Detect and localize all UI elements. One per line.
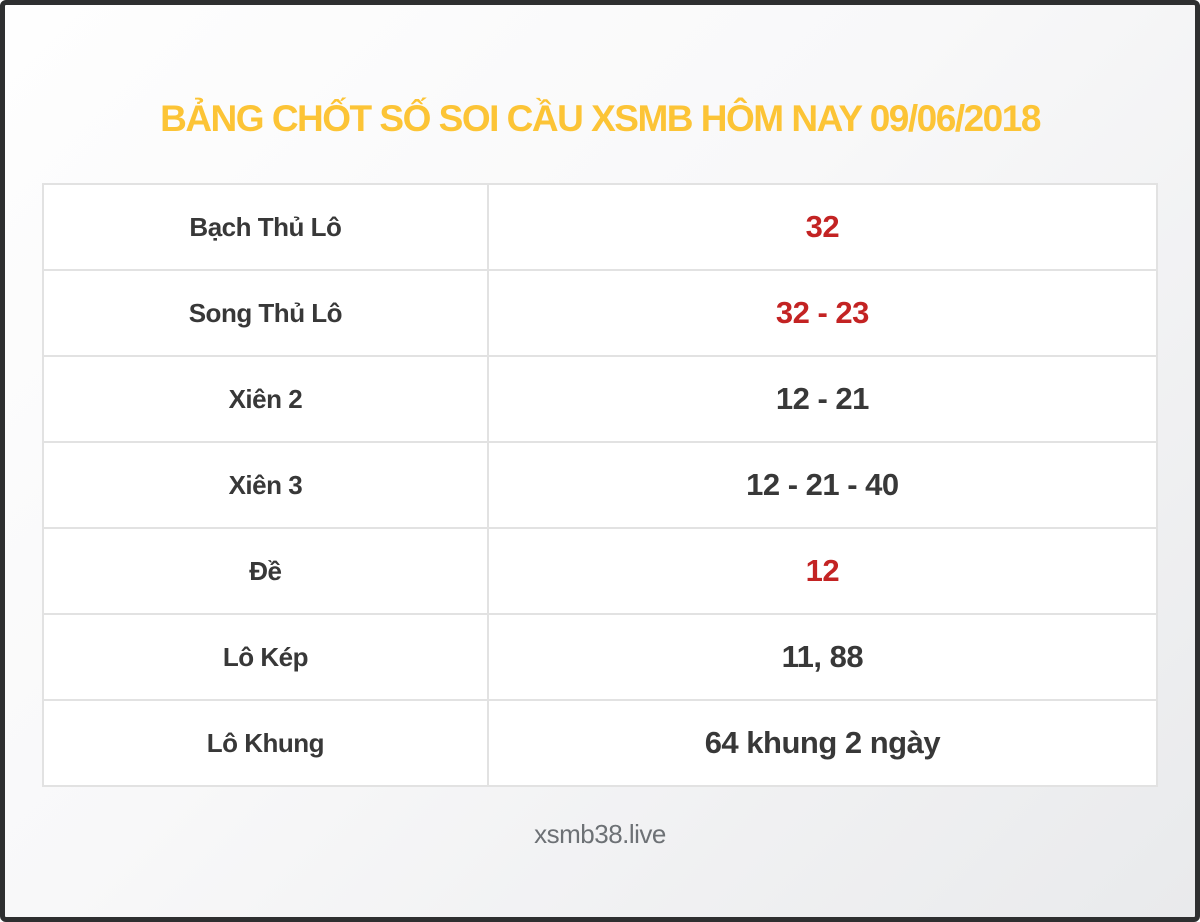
site-watermark: xsmb38.live: [534, 819, 666, 849]
row-value: 64 khung 2 ngày: [488, 701, 1156, 785]
page-title: BẢNG CHỐT SỐ SOI CẦU XSMB HÔM NAY 09/06/…: [160, 98, 1041, 139]
row-value: 12 - 21 - 40: [488, 443, 1156, 527]
table-row: Lô Khung 64 khung 2 ngày: [44, 701, 1156, 785]
row-value: 32: [488, 185, 1156, 269]
row-label: Xiên 3: [44, 443, 489, 527]
row-label: Bạch Thủ Lô: [44, 185, 489, 269]
table-row: Song Thủ Lô 32 - 23: [44, 271, 1156, 357]
row-label: Đề: [44, 529, 489, 613]
row-label: Lô Kép: [44, 615, 489, 699]
row-value: 12 - 21: [488, 357, 1156, 441]
table-row: Đề 12: [44, 529, 1156, 615]
table-row: Xiên 3 12 - 21 - 40: [44, 443, 1156, 529]
table-row: Xiên 2 12 - 21: [44, 357, 1156, 443]
row-value: 32 - 23: [488, 271, 1156, 355]
table-row: Bạch Thủ Lô 32: [44, 185, 1156, 271]
row-value: 12: [488, 529, 1156, 613]
row-label: Song Thủ Lô: [44, 271, 489, 355]
row-value: 11, 88: [488, 615, 1156, 699]
row-label: Xiên 2: [44, 357, 489, 441]
prediction-table: Bạch Thủ Lô 32 Song Thủ Lô 32 - 23 Xiên …: [42, 183, 1158, 787]
row-label: Lô Khung: [44, 701, 489, 785]
table-row: Lô Kép 11, 88: [44, 615, 1156, 701]
